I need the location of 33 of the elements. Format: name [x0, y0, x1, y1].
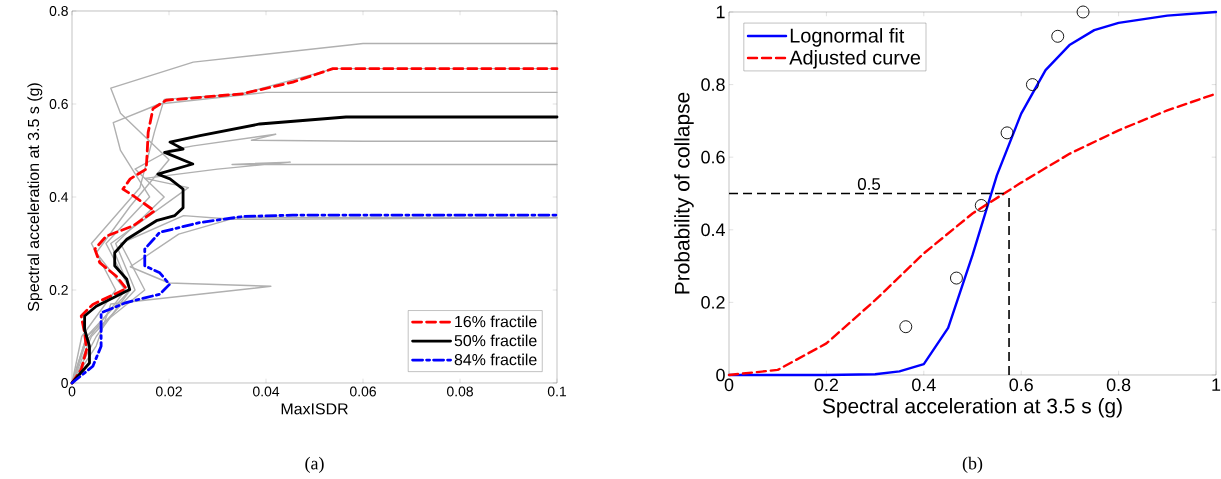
y-tick-label: 0.6 [701, 150, 725, 164]
x-tick-label: 0.8 [1106, 378, 1131, 392]
x-tick-label: 0 [68, 386, 76, 397]
y-axis-title: Probability of collapse [674, 92, 694, 294]
y-tick-label: 1 [716, 5, 725, 19]
y-tick-label: 0.4 [49, 192, 69, 202]
legend-label: 84% fractile [454, 353, 537, 366]
x-tick-label: 0.02 [155, 386, 182, 397]
y-tick-label: 0.2 [701, 296, 725, 309]
x-tick-label: 1 [1212, 378, 1221, 391]
y-tick-label: 0 [716, 368, 725, 382]
x-tick-label: 0.1 [547, 386, 567, 397]
legend-label: Lognormal fit [790, 28, 905, 47]
x-tick-label: 0.4 [912, 378, 936, 392]
y-tick-label: 0.6 [49, 99, 68, 109]
y-tick-label: 0.4 [701, 223, 725, 237]
y-tick-label: 0.8 [49, 6, 68, 16]
x-axis-title: MaxISDR [281, 403, 348, 415]
y-tick-label: 0.8 [701, 78, 725, 91]
x-tick-label: 0.2 [814, 378, 838, 392]
x-tick-label: 0.6 [1009, 378, 1033, 392]
y-axis-title: Spectral acceleration at 3.5 s (g) [27, 83, 43, 312]
ref-line-label: 0.5 [857, 177, 881, 190]
x-tick-label: 0.08 [446, 386, 473, 397]
text: (b) [962, 456, 983, 474]
y-tick-label: 0.2 [49, 285, 68, 295]
legend-label: 50% fractile [454, 334, 537, 347]
x-tick-label: 0.06 [349, 386, 376, 397]
legend-label: 16% fractile [455, 315, 537, 328]
text: (a) [305, 456, 324, 474]
legend-label: Adjusted curve [789, 49, 921, 69]
x-axis-title: Spectral acceleration at 3.5 s (g) [822, 398, 1122, 418]
x-tick-label: 0.04 [252, 386, 280, 397]
